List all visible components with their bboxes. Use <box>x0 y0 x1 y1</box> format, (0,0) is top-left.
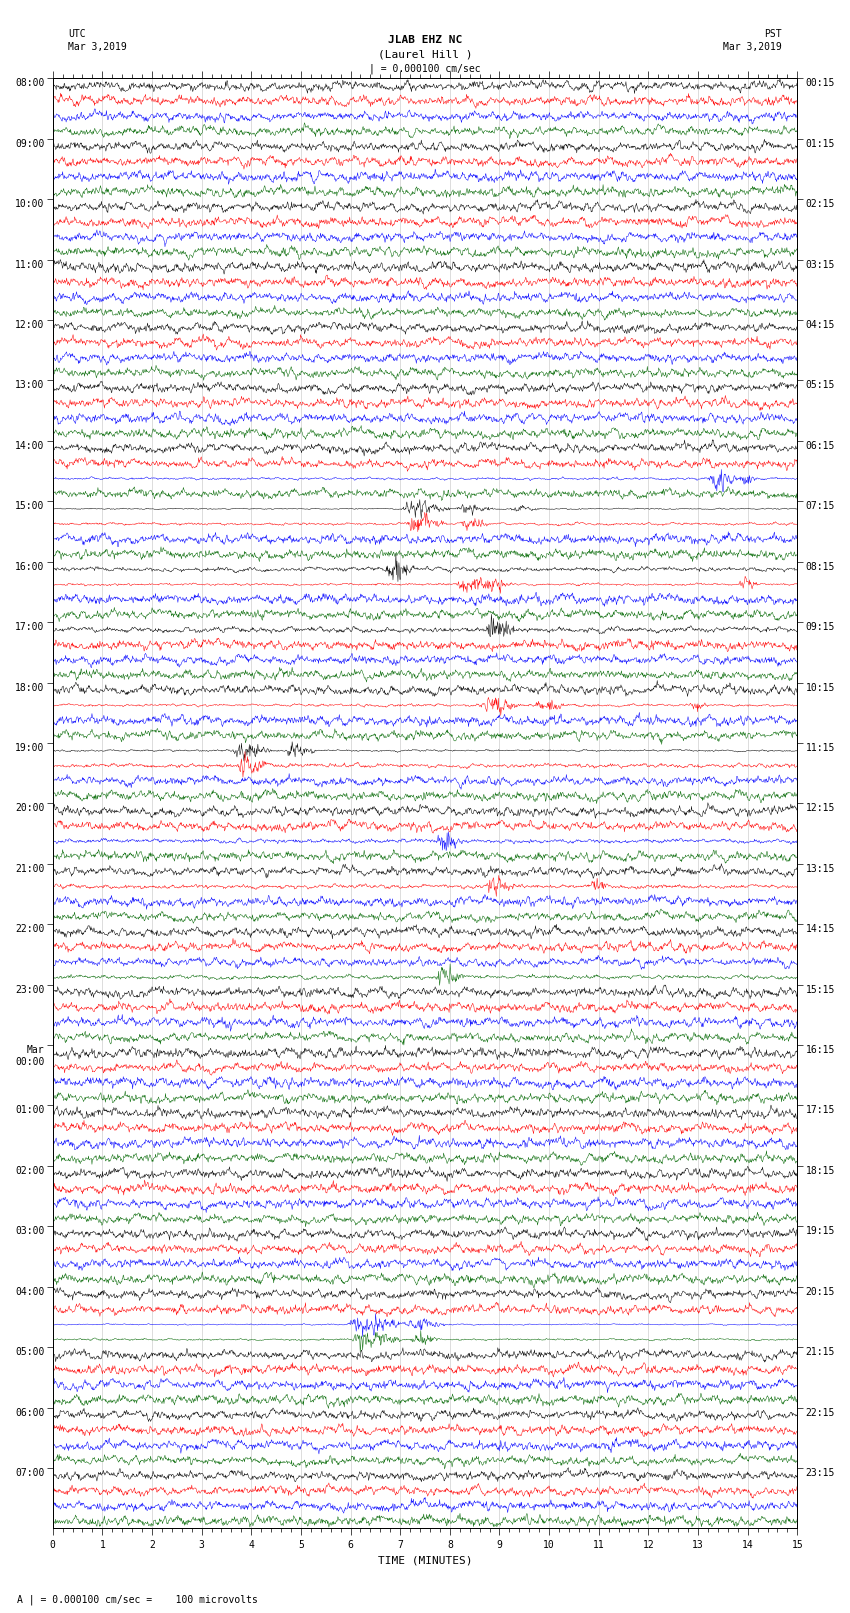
Text: (Laurel Hill ): (Laurel Hill ) <box>377 50 473 60</box>
Text: JLAB EHZ NC: JLAB EHZ NC <box>388 35 462 45</box>
Text: Mar 3,2019: Mar 3,2019 <box>68 42 127 52</box>
X-axis label: TIME (MINUTES): TIME (MINUTES) <box>377 1557 473 1566</box>
Text: | = 0.000100 cm/sec: | = 0.000100 cm/sec <box>369 63 481 74</box>
Text: A | = 0.000100 cm/sec =    100 microvolts: A | = 0.000100 cm/sec = 100 microvolts <box>17 1594 258 1605</box>
Text: UTC: UTC <box>68 29 86 39</box>
Text: PST: PST <box>764 29 782 39</box>
Text: Mar 3,2019: Mar 3,2019 <box>723 42 782 52</box>
